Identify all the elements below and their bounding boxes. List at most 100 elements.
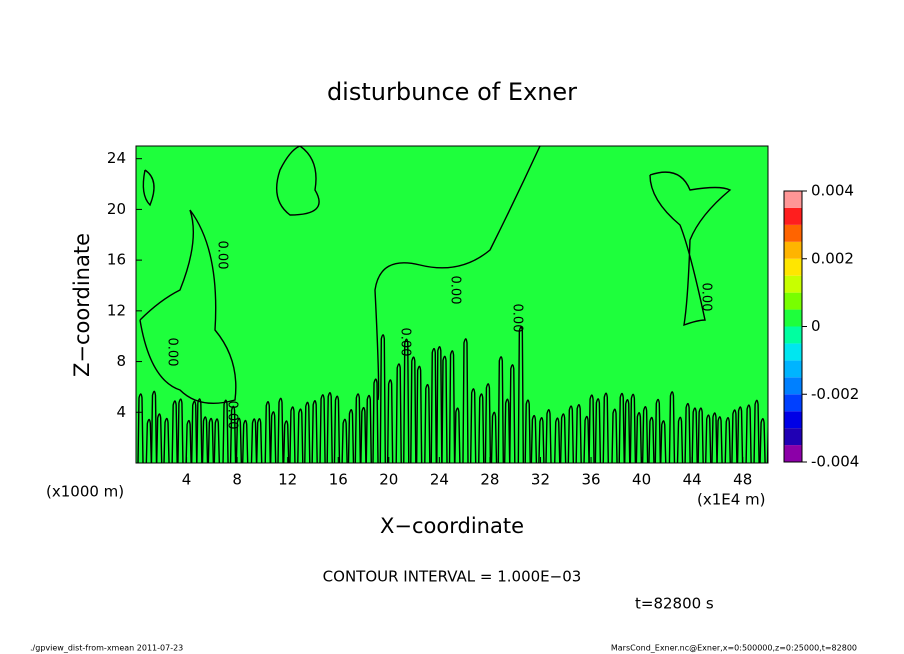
contour-line (163, 417, 170, 463)
contour-line (139, 209, 237, 404)
colorbar-band (784, 394, 802, 412)
colorbar-band (784, 224, 802, 242)
contour-line (462, 338, 469, 463)
contour-line (602, 392, 609, 463)
contour-line (641, 405, 649, 463)
contour-line (753, 399, 760, 463)
contour-line (264, 400, 271, 463)
contour-line (403, 338, 410, 463)
colorbar-band (784, 377, 802, 395)
x-tick-label: 36 (581, 471, 600, 489)
contour-line (691, 407, 698, 463)
contour-line (430, 347, 437, 463)
contour-line (150, 390, 158, 463)
contour-line (575, 404, 582, 463)
contour-line (379, 334, 387, 463)
contour-line (304, 401, 311, 463)
contour-line (441, 355, 448, 463)
colorbar-band (784, 411, 802, 429)
contour-line (583, 415, 590, 463)
x-tick-label: 44 (683, 471, 702, 489)
contour-line (654, 398, 662, 463)
contour-line (635, 412, 643, 463)
contour-line (289, 406, 296, 463)
contour-line (241, 419, 249, 463)
x-tick-label: 28 (480, 471, 499, 489)
contour-line (503, 398, 511, 463)
contour-line (684, 402, 691, 463)
y-tick-label: 8 (116, 352, 126, 370)
contour-line (649, 171, 732, 327)
contour-line (347, 409, 355, 463)
contour-line (697, 407, 704, 463)
contour-line (222, 399, 229, 463)
y-axis-label: Z−coordinate (70, 233, 94, 377)
contour-line (588, 394, 595, 463)
contour-line (235, 417, 243, 463)
field (136, 146, 768, 463)
x-tick-label: 4 (182, 471, 192, 489)
contour-line (736, 406, 744, 463)
contour-line (448, 350, 456, 463)
contour-label: 0.00 (215, 241, 230, 270)
contour-line (594, 398, 602, 463)
contour-line (436, 346, 443, 463)
contours (137, 146, 768, 463)
y-tick-label: 16 (107, 251, 126, 269)
contour-line (554, 417, 561, 463)
colorbar-band (784, 309, 802, 327)
contour-label: 0.00 (448, 276, 463, 305)
y-tick-label: 20 (107, 200, 126, 218)
contour-line (213, 418, 221, 463)
contour-line (360, 406, 367, 463)
contour-line (207, 417, 215, 463)
contour-line (676, 416, 684, 463)
contour-line (185, 419, 192, 463)
colorbar-tick-label: -0.004 (811, 453, 859, 471)
y-tick-label: 12 (107, 301, 126, 319)
contour-line (250, 418, 258, 463)
contour-line (395, 363, 402, 463)
colorbar-tick-label: -0.002 (811, 385, 859, 403)
contour-label: 0.00 (225, 401, 240, 430)
colorbar-band (784, 207, 802, 225)
x-tick-label: 40 (632, 471, 651, 489)
contour-line (611, 408, 618, 463)
contour-line (517, 326, 525, 463)
contour-line (668, 391, 676, 463)
contour-line (145, 418, 153, 463)
contour-line (724, 416, 731, 463)
x-tick-label: 24 (430, 471, 449, 489)
contour-line (731, 409, 738, 463)
colorbar-band (784, 428, 802, 446)
contour-line (277, 397, 284, 463)
y-tick-label: 24 (107, 149, 126, 167)
contour-line (177, 398, 184, 463)
x-tick-label: 32 (531, 471, 550, 489)
y-unit: (x1000 m) (46, 483, 124, 501)
contour-line (201, 416, 209, 463)
colorbar-tick-label: 0.002 (811, 249, 854, 267)
contour-line (415, 365, 423, 463)
contour-line (229, 405, 237, 463)
contour-line (618, 392, 625, 463)
contour-line (142, 169, 155, 207)
contour-label: 0.00 (699, 283, 714, 312)
contour-line (538, 417, 545, 463)
time-label: t=82800 s (635, 595, 714, 613)
colorbar-band (784, 292, 802, 310)
colorbar-band (784, 275, 802, 293)
x-tick-label: 16 (329, 471, 348, 489)
contour-line (716, 416, 723, 463)
colorbar-band (784, 343, 802, 361)
x-tick-label: 12 (278, 471, 297, 489)
contour-line (191, 400, 198, 463)
colorbar-band (784, 241, 802, 259)
colorbar-band (784, 360, 802, 378)
x-tick-label: 20 (379, 471, 398, 489)
contour-line (269, 411, 277, 463)
contour-line (410, 356, 417, 463)
contour-line (454, 407, 461, 463)
contour-line (629, 393, 637, 463)
